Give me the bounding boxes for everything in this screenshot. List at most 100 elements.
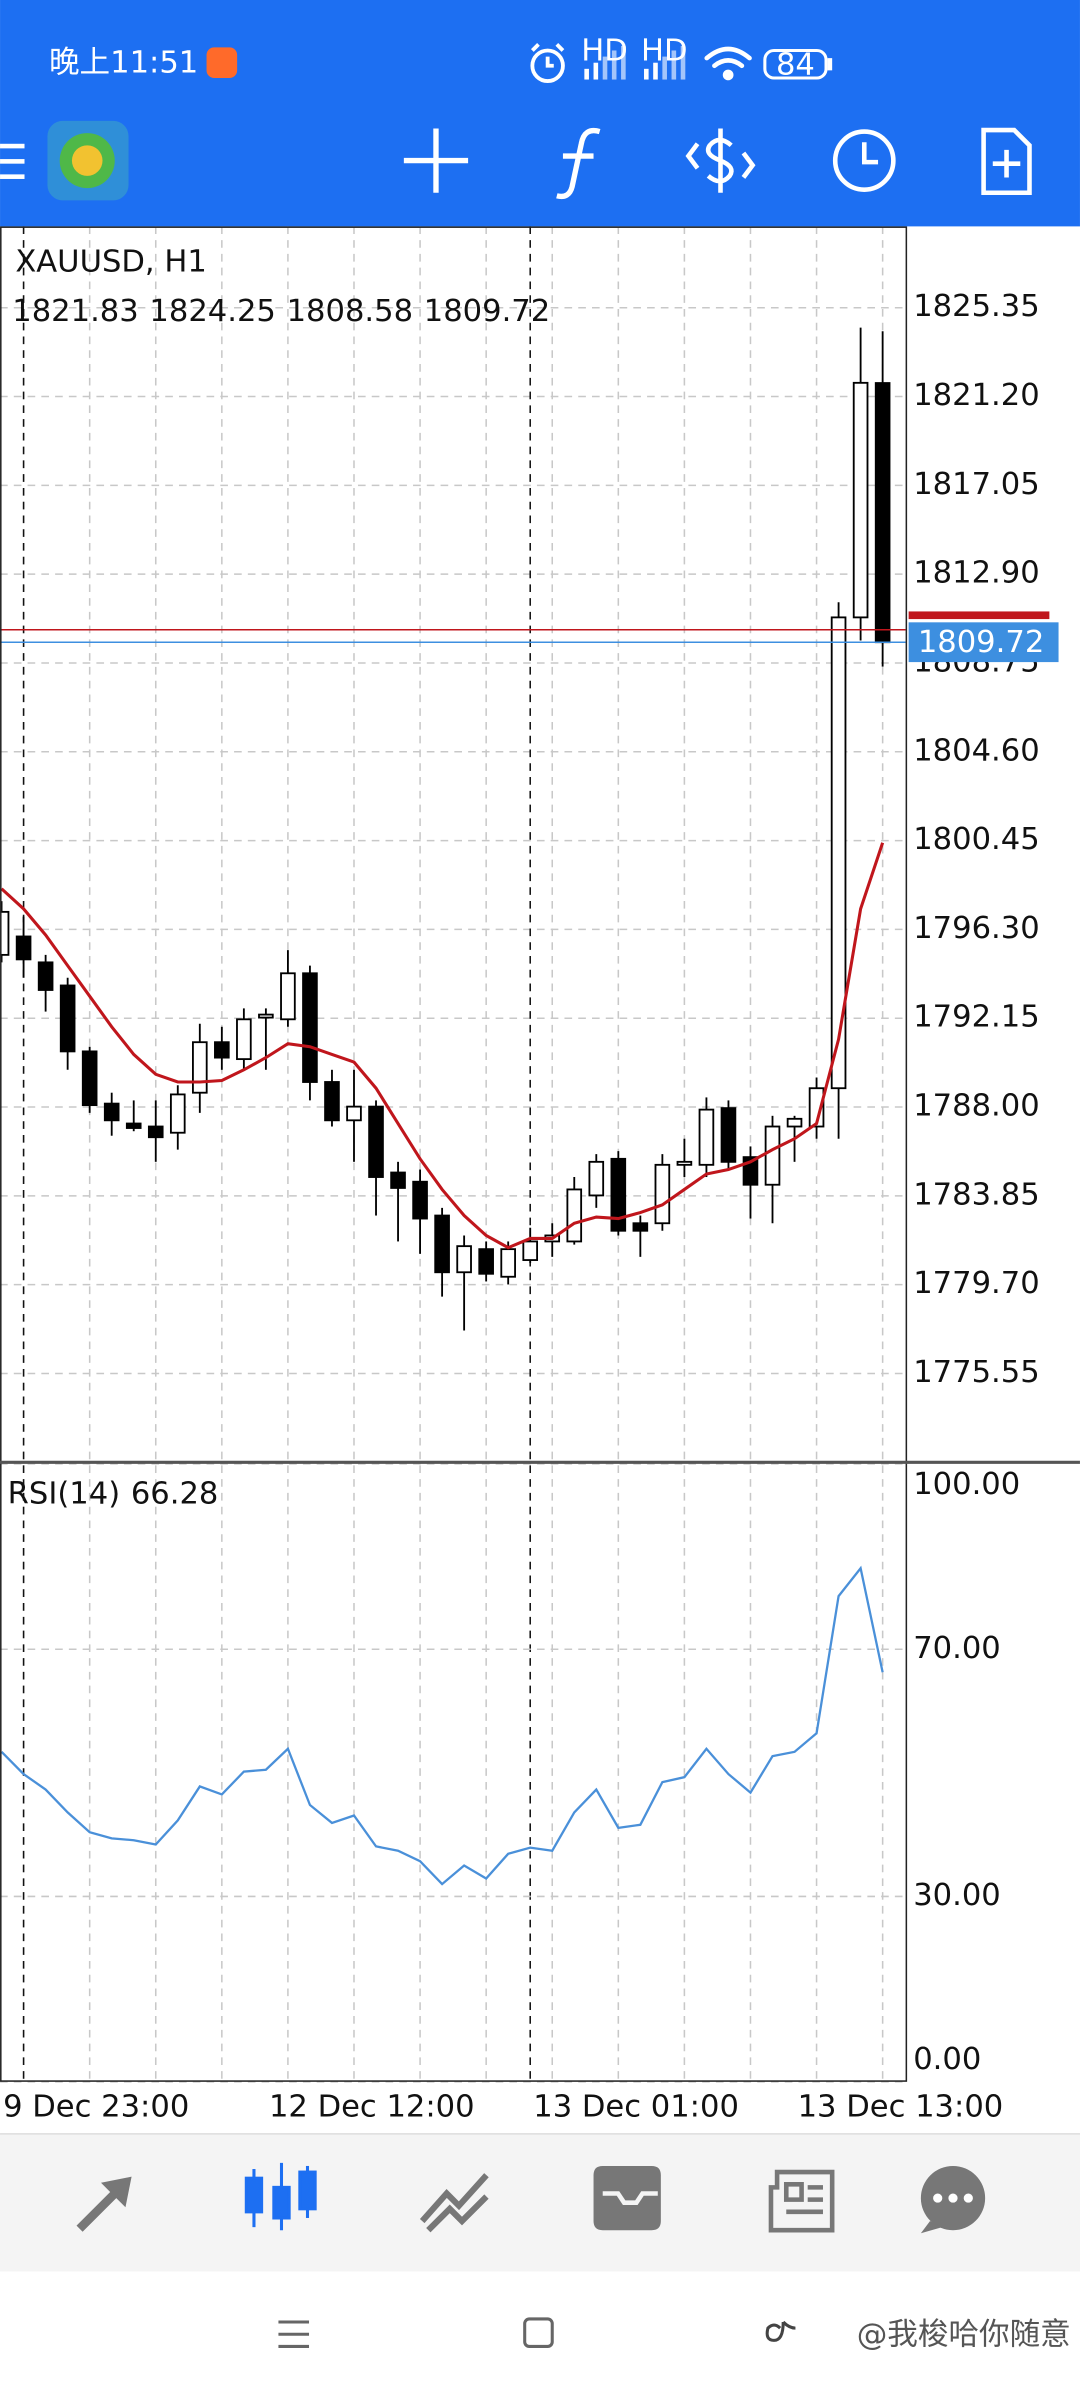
- candle-body: [236, 1018, 252, 1061]
- signal-icon: [644, 45, 686, 80]
- recent-apps-button[interactable]: [278, 2320, 310, 2348]
- candle-body: [302, 972, 318, 1083]
- indicators-button[interactable]: [556, 127, 601, 200]
- candle-body: [522, 1240, 539, 1261]
- candle-body: [37, 961, 54, 991]
- candle-body: [258, 1013, 274, 1019]
- candle-body: [368, 1105, 384, 1178]
- y-tick-label: 1796.30: [913, 911, 1039, 946]
- candle-body: [874, 382, 891, 644]
- ohlc-high: 1824.25: [149, 294, 275, 329]
- rsi-name: RSI(14): [8, 1476, 120, 1511]
- rsi-value: 66.28: [131, 1476, 219, 1511]
- x-tick-label: 13 Dec 13:00: [798, 2089, 1004, 2124]
- ohlc-open: 1821.83: [12, 294, 138, 329]
- symbol-button[interactable]: [685, 128, 756, 193]
- y-tick-label: 1825.35: [913, 289, 1039, 324]
- bottom-nav: [0, 2133, 1080, 2272]
- crosshair-button[interactable]: [403, 128, 469, 193]
- candle-body: [125, 1122, 142, 1129]
- candle-body: [103, 1102, 120, 1122]
- candle-body: [324, 1081, 340, 1122]
- new-order-button[interactable]: [981, 127, 1032, 196]
- candle-body: [588, 1160, 605, 1197]
- ohlc-low: 1808.58: [287, 294, 413, 329]
- candle-body: [214, 1041, 230, 1059]
- y-tick-label: 1783.85: [913, 1177, 1039, 1212]
- home-button[interactable]: [523, 2317, 554, 2348]
- candle-body: [830, 616, 847, 1090]
- y-tick-label: 1812.90: [913, 556, 1039, 591]
- watermark: @我梭哈你随意: [857, 2317, 1071, 2352]
- candle-body: [566, 1188, 583, 1243]
- notification-icon: [206, 47, 238, 79]
- y-tick-label: 1788.00: [913, 1089, 1039, 1124]
- candle-body: [500, 1248, 516, 1278]
- candle-body: [59, 984, 76, 1053]
- candle-body: [412, 1180, 428, 1220]
- symbol-title: XAUUSD, H1: [15, 245, 206, 280]
- candle-body: [192, 1041, 208, 1094]
- chart-layer: 1825.351821.201817.051812.901808.751804.…: [0, 226, 1059, 2124]
- candle-body: [81, 1050, 98, 1107]
- candle-body: [346, 1105, 362, 1122]
- candle-body: [280, 972, 296, 1021]
- bid-label-bg: [908, 622, 1059, 663]
- ohlc-header: 1821.83 1824.25 1808.58 1809.72: [12, 294, 550, 329]
- candle-body: [632, 1222, 649, 1232]
- menu-button[interactable]: [0, 143, 25, 179]
- y-tick-label: 0.00: [913, 2042, 981, 2077]
- rsi-title: RSI(14) 66.28: [8, 1476, 219, 1511]
- app-header: [0, 0, 1080, 227]
- status-time: 晚上11:51: [49, 46, 198, 81]
- candle-body: [720, 1107, 737, 1163]
- quotes-tab[interactable]: [76, 2176, 132, 2232]
- candle-body: [654, 1163, 671, 1225]
- candle-body: [786, 1117, 803, 1128]
- candle-body: [478, 1248, 494, 1275]
- y-tick-label: 1775.55: [913, 1355, 1039, 1390]
- chat-tab[interactable]: [920, 2165, 986, 2234]
- candle-body: [676, 1160, 693, 1166]
- candle-body: [15, 935, 32, 961]
- battery-level: 84: [776, 47, 815, 82]
- y-tick-label: 70.00: [913, 1631, 1001, 1666]
- moving-average: [0, 842, 885, 1250]
- bid-label: 1809.72: [918, 625, 1044, 660]
- candle-body: [169, 1093, 186, 1134]
- candle-body: [808, 1087, 825, 1128]
- candle-body: [852, 381, 869, 619]
- x-tick-label: 13 Dec 01:00: [533, 2089, 739, 2124]
- wifi-icon: [704, 46, 752, 81]
- candle-body: [434, 1214, 450, 1274]
- chart-tab[interactable]: [244, 2162, 317, 2231]
- candle-body: [456, 1245, 472, 1274]
- y-tick-label: 30.00: [913, 1878, 1001, 1913]
- y-tick-label: 1804.60: [913, 733, 1039, 768]
- y-tick-label: 1779.70: [913, 1266, 1039, 1301]
- y-tick-label: 1792.15: [913, 1000, 1039, 1035]
- y-tick-label: 100.00: [913, 1467, 1020, 1502]
- y-tick-label: 1817.05: [913, 467, 1039, 502]
- alarm-icon: [530, 43, 565, 83]
- ask-marker: [908, 611, 1050, 620]
- news-tab[interactable]: [768, 2169, 835, 2233]
- watermark-logo: [765, 2320, 796, 2342]
- candle-body: [764, 1125, 781, 1186]
- candle-body: [390, 1171, 406, 1189]
- candle-body: [698, 1108, 715, 1166]
- signal-icon: [584, 45, 626, 80]
- x-tick-label: 12 Dec 12:00: [269, 2089, 475, 2124]
- ohlc-close: 1809.72: [424, 294, 550, 329]
- candle-body: [147, 1125, 164, 1139]
- chart-frame: [0, 226, 908, 2082]
- trade-tab[interactable]: [419, 2173, 489, 2233]
- battery-icon: [763, 48, 828, 80]
- app-logo[interactable]: [47, 120, 129, 201]
- history-tab[interactable]: [593, 2165, 661, 2231]
- candle-body: [610, 1157, 627, 1232]
- timeframe-button[interactable]: [832, 129, 896, 192]
